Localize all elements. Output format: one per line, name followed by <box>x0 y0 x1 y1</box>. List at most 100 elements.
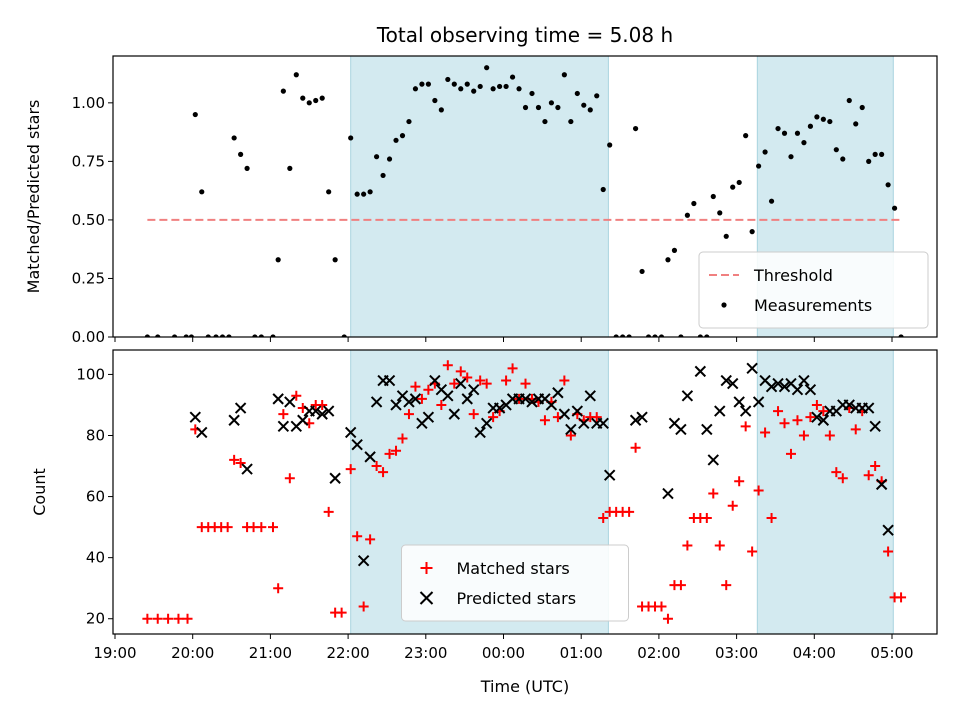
matched-stars-point <box>462 372 473 383</box>
predicted-stars-point <box>455 377 467 390</box>
measurement-point <box>332 257 338 263</box>
measurement-point <box>820 116 826 122</box>
predicted-stars-point <box>272 393 284 405</box>
predicted-stars-point <box>196 426 208 439</box>
measurement-point <box>859 104 865 111</box>
legend-label: Threshold <box>753 266 833 285</box>
measurement-point <box>419 81 425 87</box>
measurement-point <box>626 334 632 337</box>
matched-stars-point <box>675 580 686 591</box>
y-tick-label: 20 <box>86 610 105 628</box>
measurement-point <box>522 104 529 111</box>
matched-stars-point <box>442 360 453 371</box>
matched-stars-point <box>785 448 796 459</box>
predicted-stars-point <box>571 405 584 417</box>
x-tick-label: 00:00 <box>482 644 525 662</box>
predicted-stars-point <box>675 423 687 436</box>
predicted-stars-point <box>277 420 290 433</box>
measurement-point <box>891 205 898 211</box>
measurement-point <box>199 189 205 195</box>
matched-stars-point <box>811 399 822 410</box>
predicted-stars-point <box>468 383 480 396</box>
legend-box <box>698 251 929 329</box>
matched-stars-point <box>267 522 278 533</box>
measurement-point <box>258 334 264 337</box>
measurement-point <box>477 83 483 90</box>
matched-stars-point <box>831 467 842 478</box>
measurement-point <box>171 334 178 337</box>
y-tick-label: 1.00 <box>72 94 105 112</box>
predicted-stars-point <box>772 377 784 390</box>
matched-stars-point <box>760 427 771 438</box>
measurement-point <box>244 165 250 171</box>
measurement-point <box>144 334 150 337</box>
predicted-stars-point <box>403 396 415 408</box>
measurement-point <box>768 198 775 204</box>
matched-stars-point <box>416 393 427 404</box>
panel-1: 0.00 0.25 0.50 0.75 1.00 Matched/Predicted st… <box>24 55 938 346</box>
measurement-point <box>620 334 626 337</box>
measurement-point <box>671 247 678 253</box>
x-tick-label: 20:00 <box>171 644 214 662</box>
panel-2: 20 40 60 80 100 19:00 20:00 21:00 22:00 23:00 00:0… <box>30 349 938 662</box>
predicted-stars-point <box>817 414 830 426</box>
measurement-point <box>406 118 412 125</box>
measurement-point <box>529 90 535 97</box>
measurement-point <box>313 97 319 104</box>
predicted-stars-point <box>461 393 473 405</box>
matched-stars-point <box>682 540 693 551</box>
matched-stars-point <box>182 613 193 624</box>
measurement-point <box>775 125 781 132</box>
measurement-point <box>684 212 690 218</box>
measurement-point <box>275 257 281 263</box>
matched-stars-point <box>598 512 609 523</box>
plot-area <box>142 360 907 624</box>
predicted-stars-point <box>364 451 376 463</box>
measurement-point <box>300 95 306 101</box>
measurement-point <box>188 334 195 337</box>
matched-stars-point <box>507 363 518 374</box>
predicted-stars-point <box>727 377 739 390</box>
matched-stars-point <box>701 512 712 523</box>
measurement-point <box>464 81 470 87</box>
predicted-stars-point <box>584 390 596 402</box>
predicted-stars-point <box>429 374 441 387</box>
measurement-point <box>833 147 839 153</box>
y-tick-label: 100 <box>76 365 105 383</box>
measurement-point <box>613 334 619 337</box>
measurement-point <box>155 334 161 337</box>
matched-stars-point <box>656 601 667 612</box>
predicted-stars-point <box>316 408 328 420</box>
matched-stars-point <box>152 613 163 624</box>
measurement-point <box>607 142 613 148</box>
matched-stars-point <box>365 534 376 545</box>
measurement-point <box>879 151 885 157</box>
measurement-point <box>827 118 833 125</box>
matched-stars-point <box>773 406 784 417</box>
predicted-stars-point <box>329 472 341 484</box>
measurement-point <box>280 88 286 94</box>
legend-measurement-swatch <box>721 302 727 308</box>
measurement-point <box>691 200 697 207</box>
measurement-point <box>736 179 742 186</box>
measurement-point <box>645 334 652 337</box>
matched-stars-point <box>229 454 240 465</box>
predicted-stars-point <box>448 408 460 420</box>
predicted-stars-point <box>875 478 888 491</box>
measurement-point <box>490 86 496 92</box>
measurement-point <box>386 156 393 162</box>
predicted-stars-point <box>189 411 201 423</box>
plot-area <box>144 65 904 337</box>
predicted-stars-point <box>862 402 875 414</box>
legend: Threshold Measurements <box>698 251 929 329</box>
measurement-point <box>794 130 801 136</box>
legend: Matched stars Predicted stars <box>401 544 629 622</box>
matched-stars-point <box>624 506 635 517</box>
x-tick-label: 02:00 <box>637 644 680 662</box>
matched-stars-point <box>391 445 402 456</box>
predicted-stars-point <box>228 414 240 426</box>
measurement-point <box>600 186 606 193</box>
matched-stars-point <box>317 399 328 410</box>
measurement-point <box>594 93 600 99</box>
y-tick-label: 0.25 <box>72 269 105 287</box>
